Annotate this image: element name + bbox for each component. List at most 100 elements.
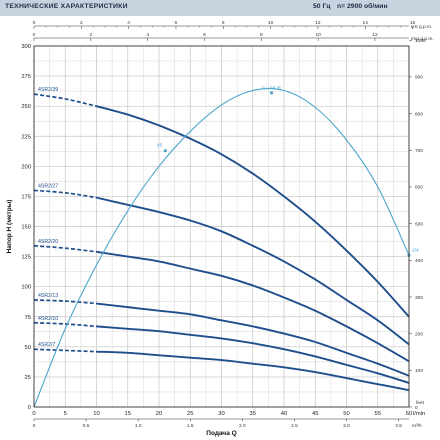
efficiency-layer (33, 88, 411, 408)
curve-4SR2/10 (96, 325, 410, 384)
y-tick-label: 300 (21, 44, 31, 50)
top-axis-unit: Imp g.p.m. (411, 36, 434, 42)
y-tick-label: 0 (28, 405, 31, 411)
x-tick-label: 20 (156, 411, 162, 417)
bottom-secondary-tick-label: 0.5 (83, 423, 90, 429)
series-label: 4SR2/27 (38, 183, 58, 189)
top-axis-tick-label: 6 (203, 32, 206, 38)
curve-dashed-4SR2/10 (33, 321, 97, 328)
x-unit-label: l/min (413, 411, 425, 417)
y-tick-label: 100 (21, 285, 31, 291)
header-speed: n= 2900 об/мин (337, 3, 388, 10)
top-axis-tick-label: 8 (222, 20, 225, 26)
top-axes (33, 25, 413, 41)
x-tick-label: 40 (281, 411, 287, 417)
bottom-secondary-unit: m³/h (412, 423, 422, 429)
top-axis-tick-label: 12 (372, 32, 378, 38)
series-label: 4SR2/39 (38, 87, 58, 93)
x-tick-label: 5 (64, 411, 67, 417)
efficiency-marker (163, 149, 167, 153)
x-tick-label: 15 (125, 411, 131, 417)
y-tick-label: 150 (21, 225, 31, 231)
right-axis-tick-label: 1000 (415, 38, 426, 44)
y-tick-label: 250 (21, 104, 31, 110)
y-tick-label: 175 (21, 194, 31, 200)
curve-4SR2/7 (96, 350, 410, 392)
right-axis-tick-label: 0 (415, 405, 418, 411)
bottom-secondary-tick-label: 1.0 (135, 423, 142, 429)
series-label: 4SR2/10 (38, 316, 58, 322)
series-label: 4SR2/13 (38, 293, 58, 299)
y-tick-label: 75 (25, 315, 31, 321)
curve-4SR2/39 (96, 105, 410, 318)
bottom-secondary-tick-label: 3.0 (343, 423, 350, 429)
bottom-secondary-tick-label: 0 (33, 423, 36, 429)
x-tick-label: 55 (375, 411, 381, 417)
top-axis-tick-label: 2 (80, 20, 83, 26)
right-axis-tick-label: 800 (415, 111, 423, 117)
bottom-secondary-tick-label: 3.5 (395, 423, 402, 429)
curve-dashed-4SR2/20 (33, 244, 97, 253)
header-title: ТЕХНИЧЕСКИЕ ХАРАКТЕРИСТИКИ (5, 3, 128, 10)
header-bar (0, 0, 440, 16)
right-axis-tick-label: 200 (415, 331, 423, 337)
efficiency-label: 2/4 (412, 247, 419, 253)
curve-4SR2/13 (96, 302, 410, 377)
x-tick-label: 50 (343, 411, 349, 417)
top-axis-tick-label: 4 (127, 20, 130, 26)
curve-layer (33, 93, 410, 392)
grid-layer (33, 45, 410, 408)
series-label: 4SR2/20 (38, 239, 58, 245)
top-axis-tick-label: 14 (363, 20, 369, 26)
right-axis-tick-label: 900 (415, 75, 423, 81)
top-axis-tick-label: 0 (33, 32, 36, 38)
top-axis-tick-label: 4 (146, 32, 149, 38)
right-axis-unit: feet (416, 400, 425, 406)
top-axis-tick-label: 12 (315, 20, 321, 26)
curve-4SR2/20 (96, 250, 410, 363)
top-axis-tick-label: 8 (260, 32, 263, 38)
top-axis-tick-label: 10 (315, 32, 321, 38)
y-tick-label: 200 (21, 164, 31, 170)
x-tick-label: 60 (406, 411, 412, 417)
efficiency-label: η = 54 % (262, 85, 282, 91)
top-axis-unit: US g.p.m. (411, 24, 432, 30)
efficiency-curve (33, 88, 410, 408)
series-label: 4SR2/7 (38, 342, 55, 348)
x-tick-label: 30 (218, 411, 224, 417)
curve-dashed-4SR2/13 (33, 299, 97, 305)
top-axis-tick-label: 0 (33, 20, 36, 26)
top-axis-tick-label: 10 (268, 20, 274, 26)
curve-dashed-4SR2/39 (33, 93, 97, 107)
right-axis-tick-label: 700 (415, 148, 423, 154)
right-axis-tick-label: 600 (415, 185, 423, 191)
y-axis-title: Напор H (метры) (6, 200, 13, 254)
bottom-secondary-tick-label: 2.0 (239, 423, 246, 429)
header-frequency: 50 Гц (313, 3, 331, 10)
axis-layer (33, 39, 412, 422)
top-axis-tick-label: 2 (89, 32, 92, 38)
bottom-secondary-tick-label: 1.5 (187, 423, 194, 429)
efficiency-label: 45 (157, 143, 163, 149)
x-tick-label: 10 (93, 411, 99, 417)
right-axis-tick-label: 300 (415, 295, 423, 301)
bottom-secondary-tick-label: 2.5 (291, 423, 298, 429)
top-axis-tick-label: 16 (410, 20, 416, 26)
y-tick-label: 25 (25, 375, 31, 381)
y-tick-label: 125 (21, 255, 31, 261)
plot-frame (33, 45, 410, 408)
right-axis-tick-label: 400 (415, 258, 423, 264)
x-tick-label: 25 (187, 411, 193, 417)
efficiency-marker (269, 91, 274, 95)
x-tick-label: 0 (32, 411, 35, 417)
right-axis-tick-label: 500 (415, 221, 423, 227)
x-tick-label: 45 (312, 411, 318, 417)
right-axis-tick-label: 100 (415, 368, 423, 374)
curve-dashed-4SR2/7 (33, 348, 97, 353)
curve-dashed-4SR2/27 (33, 189, 97, 199)
top-axis-tick-label: 6 (175, 20, 178, 26)
x-axis-title: Подача Q (206, 430, 236, 437)
